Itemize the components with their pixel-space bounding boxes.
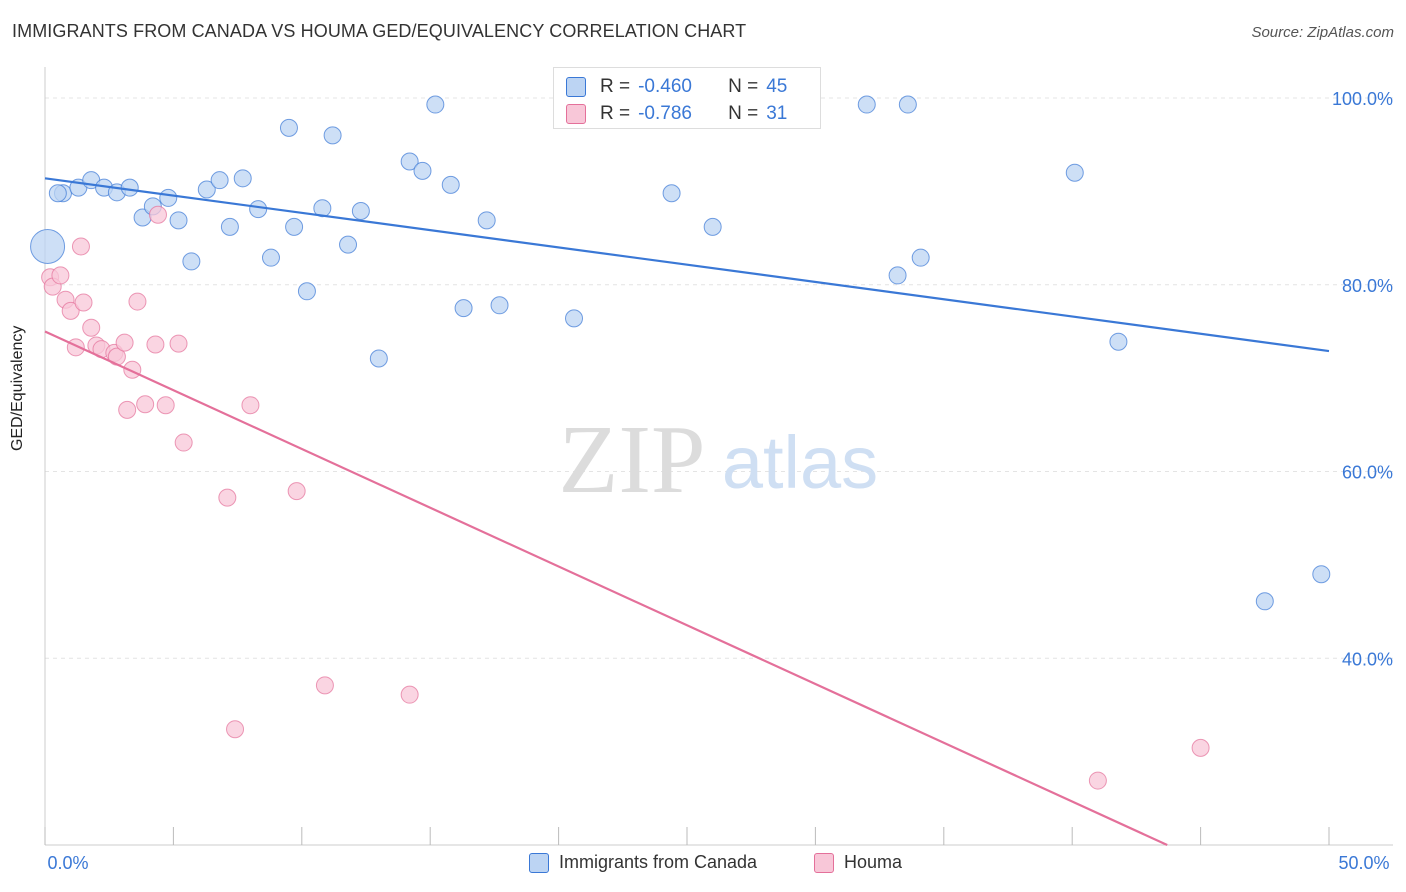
point-canada (323, 126, 342, 145)
point-houma (169, 334, 188, 353)
point-houma (287, 482, 306, 501)
point-canada (120, 178, 139, 197)
legend-item-houma: Houma (814, 852, 902, 873)
series-legend: Immigrants from Canada Houma (0, 852, 1406, 878)
trend-line-houma (44, 330, 1168, 847)
point-canada (911, 248, 930, 267)
point-canada (339, 235, 358, 254)
n-value: 31 (766, 103, 788, 124)
point-canada (169, 211, 188, 230)
n-value: 45 (766, 76, 788, 97)
point-houma (174, 433, 193, 452)
point-canada (400, 152, 419, 171)
point-canada (490, 296, 509, 315)
watermark: ZIP atlas (559, 406, 879, 514)
legend-swatch-houma (566, 104, 586, 124)
legend-item-canada: Immigrants from Canada (529, 852, 757, 873)
y-tick-label: 60.0% (1342, 463, 1393, 483)
trend-line-canada (44, 177, 1330, 353)
point-canada (565, 309, 584, 328)
y-tick-labels: 100.0% 80.0% 60.0% 40.0% (1332, 89, 1393, 669)
point-houma (218, 488, 237, 507)
point-houma (136, 395, 155, 414)
point-canada (351, 201, 370, 220)
point-canada (441, 175, 460, 194)
point-houma (51, 266, 70, 285)
point-canada (662, 184, 681, 203)
point-canada (1109, 332, 1128, 351)
point-canada (261, 248, 280, 267)
point-canada (369, 349, 388, 368)
point-houma (148, 205, 167, 224)
legend-label-canada: Immigrants from Canada (559, 852, 758, 872)
y-tick-label: 40.0% (1342, 649, 1393, 669)
point-houma (1088, 771, 1107, 790)
legend-swatch-houma (814, 852, 834, 873)
point-houma (1191, 738, 1210, 757)
point-canada (1065, 163, 1084, 182)
point-canada (233, 169, 252, 188)
point-canada (426, 95, 445, 114)
n-label: N = (728, 103, 759, 124)
point-houma (241, 396, 260, 415)
point-canada (30, 228, 66, 264)
point-canada (197, 180, 216, 199)
legend-swatch-canada (529, 852, 549, 873)
point-canada (297, 282, 316, 301)
point-canada (703, 217, 722, 236)
point-canada (857, 95, 876, 114)
stats-legend: R = -0.460 N = 45 R = -0.786 N = 31 (553, 67, 821, 129)
stats-row-houma: R = -0.786 N = 31 (566, 103, 787, 125)
watermark-atlas: atlas (722, 421, 878, 504)
n-label: N = (728, 76, 759, 97)
trend-lines (44, 177, 1330, 847)
source-label: Source: ZipAtlas.com (1251, 24, 1394, 41)
point-canada (159, 188, 178, 207)
r-value: -0.786 (638, 103, 692, 124)
chart-title: IMMIGRANTS FROM CANADA VS HOUMA GED/EQUI… (12, 21, 747, 41)
point-houma (71, 237, 90, 256)
point-houma (146, 335, 165, 354)
x-tick-label-max: 50.0% (1338, 853, 1389, 873)
point-houma (400, 685, 419, 704)
legend-swatch-canada (566, 77, 586, 97)
data-points (30, 95, 1331, 790)
point-houma (156, 396, 175, 415)
point-houma (315, 676, 334, 695)
point-canada (279, 118, 298, 137)
stats-row-canada: R = -0.460 N = 45 (566, 76, 787, 98)
point-canada (182, 252, 201, 271)
point-houma (118, 400, 137, 419)
point-canada (220, 217, 239, 236)
legend-label-houma: Houma (844, 852, 903, 872)
point-houma (82, 318, 101, 337)
point-houma (115, 333, 134, 352)
r-value: -0.460 (638, 76, 692, 97)
point-canada (888, 266, 907, 285)
point-houma (226, 720, 245, 739)
point-canada (413, 161, 432, 180)
r-label: R = (600, 103, 631, 124)
point-canada (477, 211, 496, 230)
y-axis-label: GED/Equivalency (9, 325, 26, 451)
point-houma (74, 293, 93, 312)
point-canada (1312, 565, 1331, 584)
y-tick-label: 80.0% (1342, 276, 1393, 296)
point-canada (249, 200, 268, 219)
x-tick-label-min: 0.0% (47, 853, 88, 873)
watermark-zip: ZIP (559, 406, 706, 514)
point-canada (898, 95, 917, 114)
y-tick-label: 100.0% (1332, 89, 1393, 109)
point-houma (128, 292, 147, 311)
point-canada (210, 171, 229, 190)
point-canada (454, 299, 473, 318)
point-canada (1255, 592, 1274, 611)
axes (44, 67, 1393, 846)
point-canada (48, 184, 67, 203)
point-houma (61, 301, 80, 320)
r-label: R = (600, 76, 631, 97)
point-canada (285, 217, 304, 236)
